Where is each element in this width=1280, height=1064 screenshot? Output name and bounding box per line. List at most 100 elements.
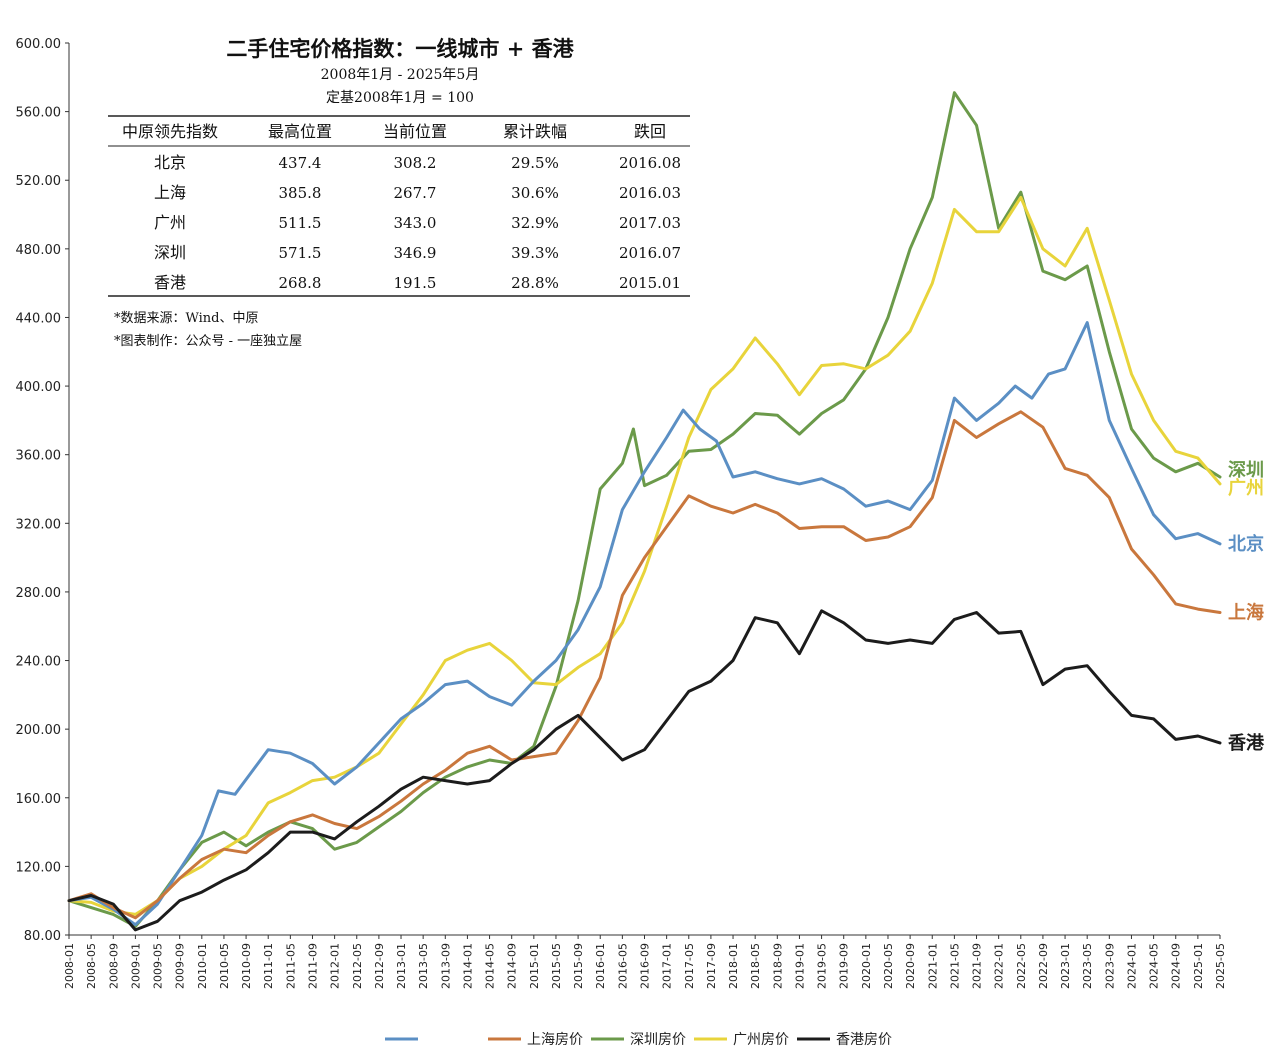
x-tick-label: 2022-09 bbox=[1037, 943, 1050, 989]
table-cell: 香港 bbox=[154, 273, 186, 292]
x-tick-label: 2017-05 bbox=[683, 943, 696, 989]
end-label-shenzhen: 深圳 bbox=[1228, 459, 1264, 481]
end-label-guangzhou: 广州 bbox=[1228, 477, 1264, 499]
x-tick-label: 2015-05 bbox=[550, 943, 563, 989]
series-line-beijing bbox=[67, 321, 1222, 927]
x-tick-label: 2012-05 bbox=[351, 943, 364, 989]
table-cell: 511.5 bbox=[279, 214, 322, 232]
table-cell: 2016.07 bbox=[619, 244, 681, 262]
x-tick-label: 2016-05 bbox=[616, 943, 629, 989]
table-cell: 39.3% bbox=[511, 244, 559, 262]
x-tick-label: 2018-09 bbox=[771, 943, 784, 989]
x-tick-label: 2012-09 bbox=[373, 943, 386, 989]
x-tick-label: 2025-05 bbox=[1214, 943, 1227, 989]
table-header-cell: 中原领先指数 bbox=[122, 122, 218, 141]
y-tick-label: 600.00 bbox=[16, 37, 62, 52]
table-cell: 2016.03 bbox=[619, 184, 681, 202]
table-cell: 571.5 bbox=[279, 244, 322, 262]
x-tick-label: 2019-01 bbox=[793, 943, 806, 989]
table-cell: 267.7 bbox=[394, 184, 437, 202]
end-label-beijing: 北京 bbox=[1228, 533, 1264, 555]
x-tick-label: 2019-05 bbox=[816, 943, 829, 989]
chart-title: 二手住宅价格指数：一线城市 + 香港 bbox=[226, 36, 574, 61]
table-header-cell: 当前位置 bbox=[383, 122, 447, 141]
y-tick-label: 360.00 bbox=[16, 449, 62, 464]
x-tick-label: 2024-05 bbox=[1148, 943, 1161, 989]
series-line-hongkong bbox=[67, 609, 1222, 932]
chart-title-block: 二手住宅价格指数：一线城市 + 香港 2008年1月 - 2025年5月 定基2… bbox=[226, 36, 574, 106]
x-tick-label: 2008-01 bbox=[63, 943, 76, 989]
y-tick-label: 80.00 bbox=[24, 929, 61, 944]
x-axis-ticks: 2008-01 2008-05 2008-09 2009-01 2009-05 2009-… bbox=[63, 935, 1227, 989]
legend-label: 香港房价 bbox=[836, 1032, 892, 1048]
y-axis-ticks: 80.00 120.00 160.00 200.00 240.00 280.00 320.0… bbox=[16, 37, 69, 944]
table-cell: 437.4 bbox=[279, 154, 322, 172]
x-tick-label: 2015-09 bbox=[572, 943, 585, 989]
x-tick-label: 2010-01 bbox=[196, 943, 209, 989]
table-cell: 385.8 bbox=[279, 184, 322, 202]
x-tick-label: 2013-05 bbox=[417, 943, 430, 989]
legend-item-hongkong: 香港房价 bbox=[797, 1032, 892, 1048]
table-cell: 191.5 bbox=[394, 274, 437, 292]
x-tick-label: 2014-09 bbox=[506, 943, 519, 989]
table-cell: 30.6% bbox=[511, 184, 559, 202]
legend-label: 广州房价 bbox=[733, 1032, 789, 1048]
table-header-cell: 累计跌幅 bbox=[503, 122, 567, 141]
y-tick-label: 400.00 bbox=[16, 380, 62, 395]
x-tick-label: 2022-05 bbox=[1015, 943, 1028, 989]
y-tick-label: 280.00 bbox=[16, 586, 62, 601]
y-tick-label: 120.00 bbox=[16, 860, 62, 875]
y-tick-label: 520.00 bbox=[16, 174, 62, 189]
table-cell: 2017.03 bbox=[619, 214, 681, 232]
x-tick-label: 2020-09 bbox=[904, 943, 917, 989]
x-tick-label: 2008-09 bbox=[107, 943, 120, 989]
chart-subtitle: 2008年1月 - 2025年5月 bbox=[321, 67, 480, 83]
table-cell: 2015.01 bbox=[619, 274, 681, 292]
table-cell: 32.9% bbox=[511, 214, 559, 232]
table-row: 香港 268.8 191.5 28.8% 2015.01 bbox=[154, 273, 681, 292]
x-tick-label: 2023-05 bbox=[1081, 943, 1094, 989]
x-tick-label: 2010-09 bbox=[240, 943, 253, 989]
y-tick-label: 240.00 bbox=[16, 655, 62, 670]
end-label-shanghai: 上海 bbox=[1228, 602, 1264, 624]
series-line-guangzhou bbox=[67, 195, 1222, 916]
source-note: *数据来源：Wind、中原 bbox=[114, 311, 259, 326]
legend: 上海房价 深圳房价 广州房价 香港房价 bbox=[385, 1032, 892, 1048]
table-row: 广州 511.5 343.0 32.9% 2017.03 bbox=[154, 213, 681, 232]
legend-label: 上海房价 bbox=[527, 1032, 583, 1048]
x-tick-label: 2011-05 bbox=[284, 943, 297, 989]
x-tick-label: 2019-09 bbox=[838, 943, 851, 989]
table-cell: 308.2 bbox=[394, 154, 437, 172]
x-tick-label: 2017-01 bbox=[661, 943, 674, 989]
y-tick-label: 440.00 bbox=[16, 311, 62, 326]
x-tick-label: 2020-01 bbox=[860, 943, 873, 989]
table-row: 上海 385.8 267.7 30.6% 2016.03 bbox=[154, 183, 681, 202]
legend-item-shanghai: 上海房价 bbox=[488, 1032, 583, 1048]
table-cell: 29.5% bbox=[511, 154, 559, 172]
end-label-hongkong: 香港 bbox=[1227, 733, 1265, 754]
table-cell: 2016.08 bbox=[619, 154, 681, 172]
legend-item-shenzhen: 深圳房价 bbox=[591, 1032, 686, 1048]
x-tick-label: 2010-05 bbox=[218, 943, 231, 989]
table-header-cell: 跌回 bbox=[634, 122, 666, 141]
y-tick-label: 560.00 bbox=[16, 106, 62, 121]
x-tick-label: 2009-09 bbox=[174, 943, 187, 989]
chart-base-note: 定基2008年1月 = 100 bbox=[326, 89, 474, 106]
x-tick-label: 2013-01 bbox=[395, 943, 408, 989]
x-tick-label: 2023-01 bbox=[1059, 943, 1072, 989]
x-tick-label: 2016-01 bbox=[594, 943, 607, 989]
legend-label: 深圳房价 bbox=[630, 1032, 686, 1048]
x-tick-label: 2018-01 bbox=[727, 943, 740, 989]
table-row: 深圳 571.5 346.9 39.3% 2016.07 bbox=[154, 243, 681, 262]
x-tick-label: 2011-09 bbox=[306, 943, 319, 989]
x-tick-label: 2008-05 bbox=[85, 943, 98, 989]
series-layer bbox=[67, 91, 1222, 932]
x-tick-label: 2011-01 bbox=[262, 943, 275, 989]
x-tick-label: 2014-01 bbox=[461, 943, 474, 989]
x-tick-label: 2012-01 bbox=[329, 943, 342, 989]
y-tick-label: 480.00 bbox=[16, 243, 62, 258]
x-tick-label: 2013-09 bbox=[439, 943, 452, 989]
table-cell: 268.8 bbox=[279, 274, 322, 292]
